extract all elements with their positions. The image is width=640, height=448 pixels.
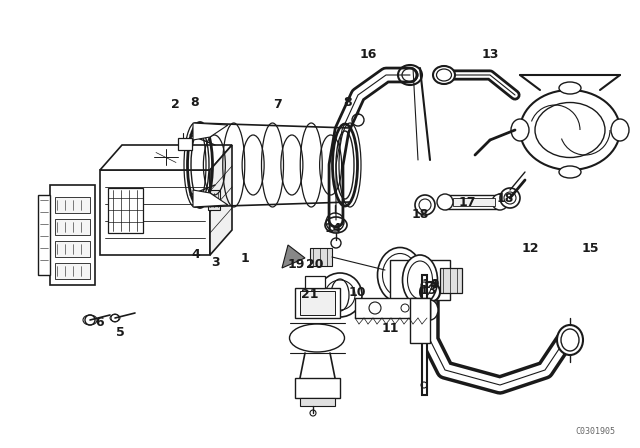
Bar xyxy=(422,275,427,395)
Polygon shape xyxy=(100,145,232,170)
Polygon shape xyxy=(210,145,232,255)
Text: 13: 13 xyxy=(419,284,436,297)
Text: 11: 11 xyxy=(381,322,399,335)
Text: 21: 21 xyxy=(301,289,319,302)
Bar xyxy=(50,185,95,285)
Ellipse shape xyxy=(611,119,629,141)
Text: 8: 8 xyxy=(344,96,352,109)
Ellipse shape xyxy=(433,66,455,84)
Text: 5: 5 xyxy=(116,326,124,339)
Bar xyxy=(310,248,332,266)
Ellipse shape xyxy=(403,255,438,305)
Text: 19: 19 xyxy=(287,258,305,271)
Text: 1: 1 xyxy=(241,251,250,264)
Bar xyxy=(410,298,430,343)
Text: C0301905: C0301905 xyxy=(575,427,615,436)
Bar xyxy=(38,195,50,275)
Bar xyxy=(453,198,495,206)
Bar xyxy=(108,188,143,233)
Polygon shape xyxy=(100,170,210,255)
Ellipse shape xyxy=(557,325,583,355)
Bar xyxy=(300,291,335,315)
Bar xyxy=(305,276,325,288)
Ellipse shape xyxy=(520,90,620,170)
Text: 13: 13 xyxy=(481,48,499,61)
Ellipse shape xyxy=(559,82,581,94)
Bar xyxy=(178,138,192,150)
Polygon shape xyxy=(193,123,228,140)
Text: 18: 18 xyxy=(496,191,514,204)
Text: 8: 8 xyxy=(191,96,199,109)
Bar xyxy=(55,197,90,213)
Text: 9: 9 xyxy=(431,279,439,292)
Text: 6: 6 xyxy=(96,316,104,329)
Text: 15: 15 xyxy=(581,241,599,254)
Bar xyxy=(295,288,340,318)
Text: 16: 16 xyxy=(359,48,377,61)
Ellipse shape xyxy=(289,324,344,352)
Polygon shape xyxy=(193,190,228,207)
Text: 2: 2 xyxy=(171,99,179,112)
Text: 14: 14 xyxy=(324,221,342,234)
Text: 18: 18 xyxy=(412,208,429,221)
Ellipse shape xyxy=(492,194,508,210)
Text: 12: 12 xyxy=(521,241,539,254)
Circle shape xyxy=(500,188,520,208)
Polygon shape xyxy=(282,245,305,268)
Bar xyxy=(300,398,335,406)
Text: 10: 10 xyxy=(348,287,365,300)
Text: 3: 3 xyxy=(212,257,220,270)
Circle shape xyxy=(318,273,362,317)
Bar xyxy=(440,268,462,293)
Ellipse shape xyxy=(422,300,438,320)
Circle shape xyxy=(415,195,435,215)
Ellipse shape xyxy=(511,119,529,141)
Ellipse shape xyxy=(559,166,581,178)
Bar xyxy=(55,263,90,279)
Text: 14: 14 xyxy=(421,279,439,292)
Bar xyxy=(208,190,220,210)
Bar xyxy=(390,260,450,300)
Bar xyxy=(445,195,500,209)
Bar xyxy=(55,219,90,235)
Ellipse shape xyxy=(437,194,453,210)
Bar xyxy=(55,241,90,257)
Text: 20: 20 xyxy=(307,258,324,271)
Text: 17: 17 xyxy=(458,197,476,210)
Bar xyxy=(355,298,430,318)
Ellipse shape xyxy=(378,247,422,302)
Text: 7: 7 xyxy=(274,99,282,112)
Bar xyxy=(295,378,340,398)
Text: 4: 4 xyxy=(191,249,200,262)
